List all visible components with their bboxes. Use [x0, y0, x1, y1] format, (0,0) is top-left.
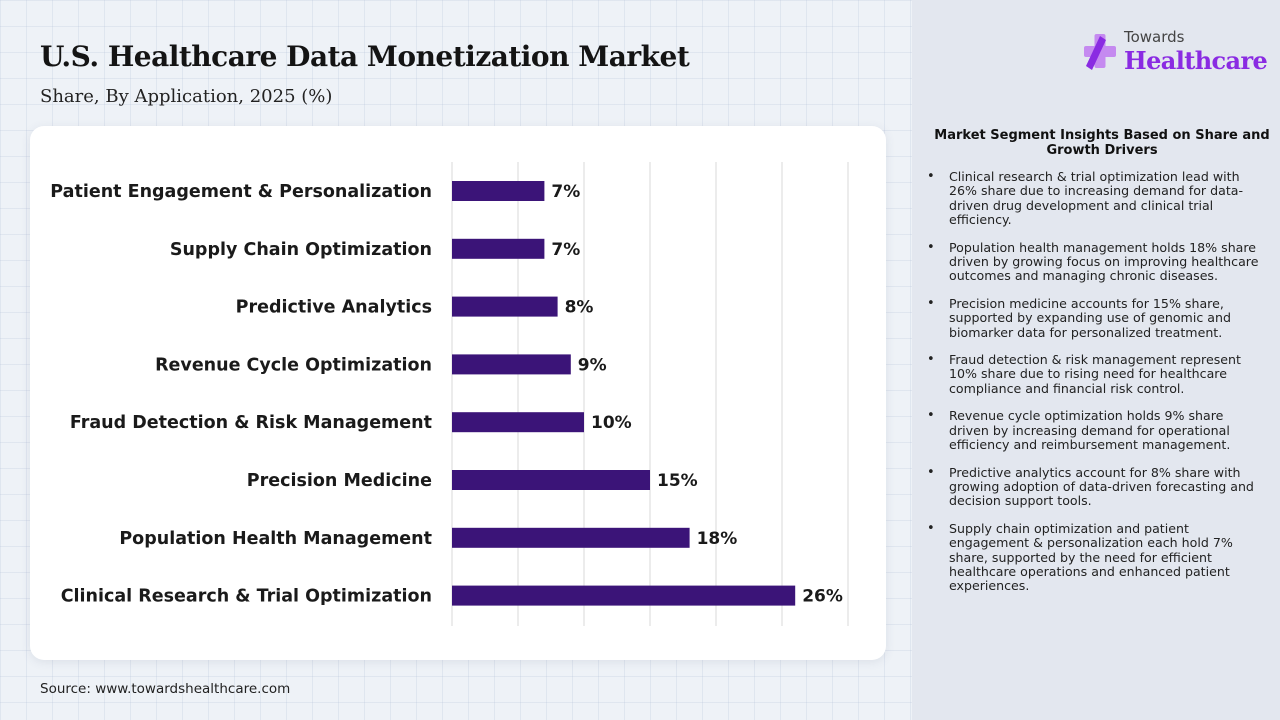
bar	[452, 354, 571, 375]
insight-item: Supply chain optimization and patient en…	[924, 521, 1264, 594]
logo-text-healthcare: Healthcare	[1124, 46, 1268, 75]
insight-item: Predictive analytics account for 8% shar…	[924, 465, 1264, 509]
bar	[452, 238, 545, 259]
data-label: 15%	[657, 471, 698, 491]
chart-card: Patient Engagement & Personalization 7% Su…	[30, 126, 886, 660]
category-label: Supply Chain Optimization	[170, 240, 432, 260]
insight-item: Revenue cycle optimization holds 9% shar…	[924, 409, 1264, 452]
insights-panel: Towards Healthcare Market Segment Insigh…	[912, 0, 1280, 720]
insights-heading: Market Segment Insights Based on Share a…	[934, 128, 1270, 158]
bar	[452, 527, 690, 548]
data-label: 9%	[578, 355, 607, 375]
chart-area: U.S. Healthcare Data Monetization Market…	[30, 40, 886, 697]
bar	[452, 412, 584, 433]
data-label: 7%	[551, 240, 580, 260]
source-note: Source: www.towardshealthcare.com	[40, 681, 291, 697]
bar	[452, 585, 796, 606]
bar-chart: Patient Engagement & Personalization 7% Su…	[50, 162, 849, 626]
data-label: 26%	[802, 587, 843, 607]
insight-item: Clinical research & trial optimization l…	[924, 169, 1264, 228]
insight-item: Precision medicine accounts for 15% shar…	[924, 296, 1264, 340]
insight-item: Fraud detection & risk management repres…	[924, 352, 1264, 396]
page-subtitle: Share, By Application, 2025 (%)	[40, 86, 333, 107]
data-label: 7%	[551, 182, 580, 202]
category-label: Population Health Management	[119, 529, 432, 549]
bar	[452, 296, 558, 317]
insights-list: Clinical research & trial optimization l…	[924, 169, 1264, 607]
page-title: U.S. Healthcare Data Monetization Market	[40, 40, 690, 73]
insight-item: Population health management holds 18% s…	[924, 240, 1264, 284]
category-label: Revenue Cycle Optimization	[155, 355, 432, 375]
brand-logo: Towards Healthcare	[1080, 28, 1268, 80]
category-label: Patient Engagement & Personalization	[50, 182, 432, 202]
bar	[452, 470, 650, 490]
data-label: 10%	[591, 413, 632, 433]
logo-text-towards: Towards	[1124, 28, 1185, 46]
medical-cross-icon	[1084, 34, 1116, 70]
category-label: Predictive Analytics	[236, 298, 432, 318]
category-label: Precision Medicine	[247, 471, 432, 491]
data-label: 18%	[697, 529, 738, 549]
bar	[452, 181, 545, 201]
category-label: Clinical Research & Trial Optimization	[61, 587, 432, 607]
data-label: 8%	[565, 298, 594, 318]
category-label: Fraud Detection & Risk Management	[70, 413, 432, 433]
